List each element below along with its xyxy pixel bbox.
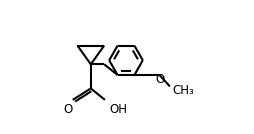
Text: O: O	[155, 72, 164, 86]
Text: CH₃: CH₃	[172, 84, 194, 97]
Text: OH: OH	[109, 103, 128, 116]
Text: O: O	[64, 103, 73, 116]
